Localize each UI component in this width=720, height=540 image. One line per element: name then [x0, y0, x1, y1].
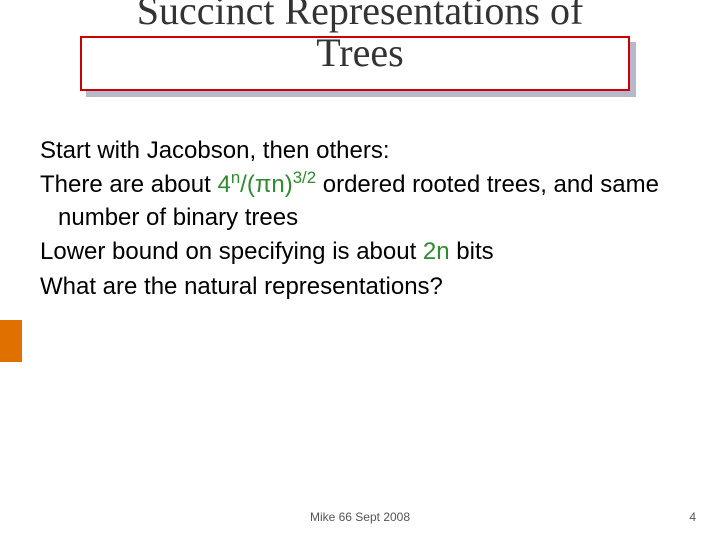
text-run: Lower bound on specifying is about — [40, 238, 423, 265]
page-number: 4 — [689, 510, 696, 524]
title-line2: Trees — [316, 30, 403, 75]
body-line-1: Start with Jacobson, then others: — [40, 135, 680, 167]
slide-title: Succinct Representations of Trees — [80, 0, 640, 74]
formula-2n: 2n — [423, 238, 450, 265]
text-run: There are about — [40, 171, 217, 198]
footer-center: Mike 66 Sept 2008 — [0, 510, 720, 524]
body-line-4: What are the natural representations? — [40, 271, 680, 303]
body-line-3: Lower bound on specifying is about 2n bi… — [40, 236, 680, 268]
formula-sup: 3/2 — [293, 168, 316, 187]
title-line1: Succinct Representations of — [137, 0, 584, 33]
text-run: bits — [450, 238, 494, 265]
body-line-2: There are about 4n/(πn)3/2 ordered roote… — [40, 169, 680, 234]
formula-mid: /(πn) — [240, 171, 293, 198]
formula-base: 4 — [217, 171, 230, 198]
formula-4n-pin: 4n/(πn)3/2 — [217, 171, 316, 198]
formula-sup: n — [231, 168, 240, 187]
slide: Succinct Representations of Trees Start … — [0, 0, 720, 540]
body-text: Start with Jacobson, then others: There … — [40, 135, 680, 305]
accent-bar — [0, 320, 22, 362]
